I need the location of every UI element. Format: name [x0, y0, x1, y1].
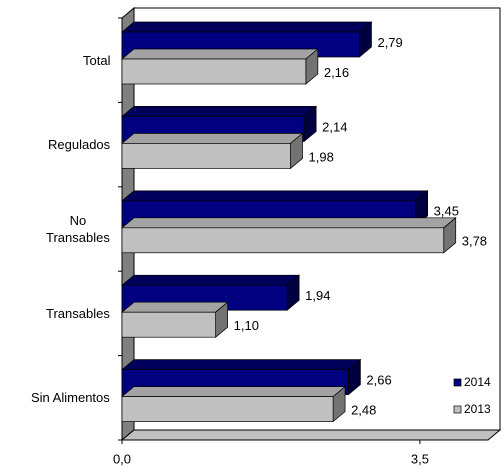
- bar-top: [121, 21, 373, 33]
- bar: [121, 132, 304, 170]
- y-tick-label: No Transables: [46, 213, 110, 245]
- bar-top: [121, 359, 362, 370]
- bar-top: [121, 274, 301, 286]
- legend-swatch: [453, 378, 462, 387]
- value-label: 3,45: [434, 204, 459, 219]
- bar-top: [121, 217, 457, 229]
- bar-top: [121, 48, 319, 60]
- bar-front: [121, 143, 291, 169]
- bar-front: [121, 227, 445, 254]
- y-tick-label: Total: [83, 52, 111, 68]
- bar-top: [121, 133, 304, 144]
- bar: [121, 385, 347, 423]
- value-label: 1,98: [309, 149, 334, 164]
- bar: [121, 48, 319, 85]
- x-tick-label: 3,5: [411, 451, 429, 466]
- value-label: 2,14: [322, 119, 347, 134]
- bar: [121, 301, 229, 338]
- bar-front: [121, 311, 216, 338]
- value-label: 2,16: [324, 65, 349, 80]
- bar: [121, 217, 457, 254]
- bar-top: [121, 190, 429, 202]
- legend-swatch: [453, 405, 462, 414]
- bar-top: [121, 106, 318, 117]
- bar-top: [121, 301, 229, 313]
- bar-top: [121, 386, 347, 397]
- bar-front: [121, 58, 307, 85]
- bar-front: [121, 396, 334, 422]
- x-tick-label: 0,0: [113, 451, 131, 466]
- value-label: 2,66: [366, 373, 391, 388]
- value-label: 1,94: [305, 288, 330, 303]
- legend-label: 2014: [464, 375, 491, 389]
- value-label: 1,10: [234, 318, 259, 333]
- y-tick-label: Transables: [46, 305, 110, 321]
- y-tick-label: Sin Alimentos: [31, 390, 110, 406]
- value-label: 2,48: [351, 403, 376, 418]
- value-label: 2,79: [377, 35, 402, 50]
- y-tick-label: Regulados: [48, 137, 111, 153]
- floor: [120, 429, 502, 441]
- value-label: 3,78: [462, 234, 487, 249]
- legend-label: 2013: [464, 402, 491, 416]
